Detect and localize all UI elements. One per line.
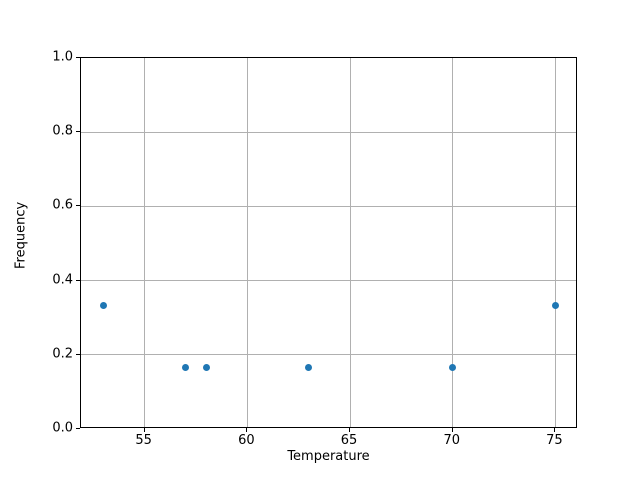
x-tick-label: 60	[238, 433, 255, 448]
x-tick-mark	[554, 428, 556, 432]
x-axis-label: Temperature	[287, 449, 370, 464]
y-tick-label: 0.0	[52, 420, 73, 436]
data-point	[182, 363, 190, 371]
data-point	[551, 301, 559, 309]
y-tick-label: 0.6	[52, 197, 73, 213]
y-tick-label: 1.0	[52, 49, 73, 65]
x-tick-mark	[246, 428, 248, 432]
data-point	[100, 301, 108, 309]
x-tick-label: 65	[340, 433, 358, 448]
data-point	[305, 363, 313, 371]
y-tick-mark	[76, 428, 80, 429]
grid-line-vertical	[452, 58, 454, 427]
x-tick-label: 55	[135, 433, 152, 448]
x-tick-label: 75	[546, 433, 563, 448]
y-tick-mark	[76, 279, 80, 281]
x-tick-label: 70	[443, 433, 460, 448]
grid-line-horizontal	[81, 131, 576, 133]
grid-line-vertical	[349, 58, 351, 427]
y-axis-label: Frequency	[13, 201, 29, 269]
x-tick-mark	[349, 428, 351, 432]
data-point	[449, 363, 457, 371]
y-tick-label: 0.4	[52, 272, 73, 288]
y-tick-label: 0.2	[52, 346, 73, 362]
grid-line-horizontal	[81, 354, 576, 356]
grid-line-vertical	[246, 58, 248, 427]
y-tick-mark	[76, 57, 80, 58]
y-tick-mark	[76, 205, 80, 207]
grid-line-horizontal	[81, 205, 576, 207]
grid-line-vertical	[554, 58, 556, 427]
y-tick-label: 0.8	[52, 123, 73, 139]
grid-line-horizontal	[81, 280, 576, 282]
y-tick-mark	[76, 131, 80, 133]
plot-area	[80, 57, 577, 428]
x-tick-mark	[451, 428, 453, 432]
data-point	[202, 363, 210, 371]
grid-line-vertical	[144, 58, 146, 427]
x-tick-mark	[143, 428, 145, 432]
y-tick-mark	[76, 353, 80, 355]
